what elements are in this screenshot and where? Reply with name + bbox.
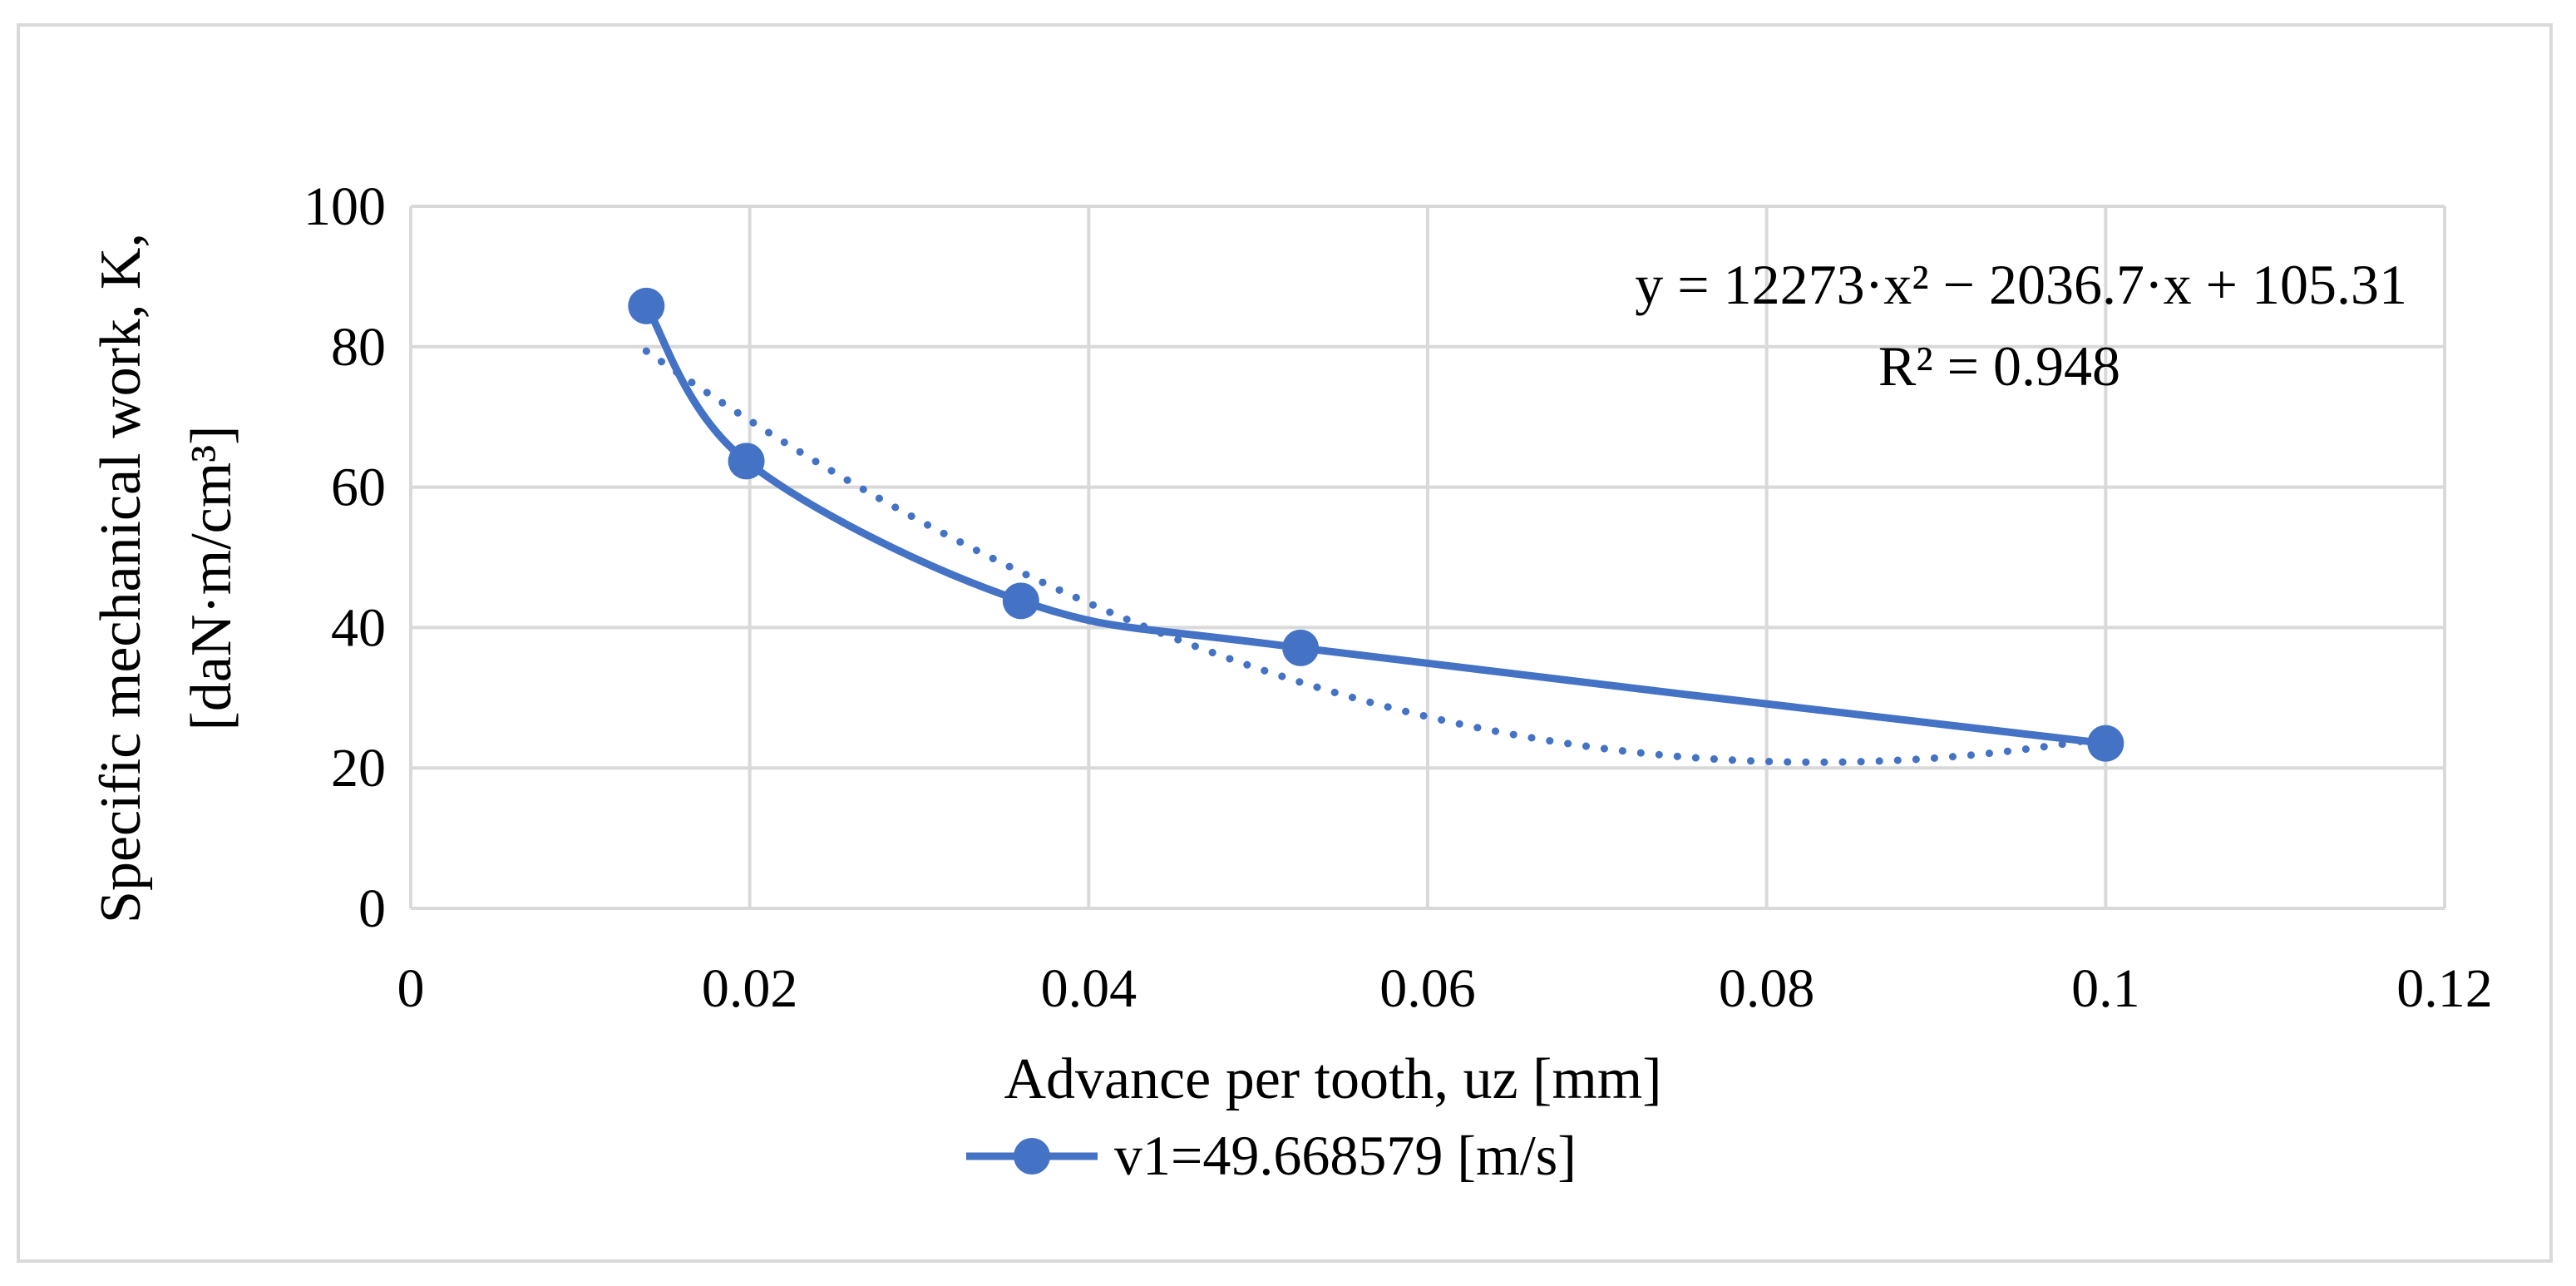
x-tick-label: 0.04 [1041, 958, 1137, 1019]
trendline-r-squared: R² = 0.948 [1878, 334, 2120, 398]
legend: v1=49.668579 [m/s] [966, 1124, 1577, 1187]
data-point [2087, 725, 2124, 762]
y-tick-label: 0 [358, 878, 386, 939]
legend-label: v1=49.668579 [m/s] [1114, 1124, 1577, 1187]
x-tick-label: 0.08 [1719, 958, 1815, 1019]
data-point [728, 443, 765, 480]
tick-labels: 0 20 40 60 80 100 0 0.02 0.04 0.06 0.08 0.1 0.12 [303, 176, 2493, 1019]
x-tick-label: 0.02 [702, 958, 798, 1019]
data-point [1282, 629, 1320, 666]
series-layer [628, 287, 2124, 766]
data-point [628, 287, 665, 324]
y-tick-label: 40 [331, 597, 386, 658]
y-tick-label: 80 [331, 317, 386, 378]
plot-area [409, 206, 2445, 910]
y-tick-label: 60 [331, 458, 386, 518]
y-tick-label: 20 [331, 738, 386, 799]
x-tick-label: 0.06 [1379, 958, 1476, 1019]
y-tick-label: 100 [303, 176, 386, 237]
y-axis-title-line2: [daN·m/cm³] [180, 426, 244, 731]
legend-marker [1014, 1138, 1050, 1175]
data-point [1002, 582, 1039, 620]
y-axis-title-line1: Specific mechanical work, K, [89, 233, 153, 923]
x-axis-title: Advance per tooth, uz [mm] [1004, 1047, 1661, 1111]
x-tick-label: 0.12 [2396, 958, 2493, 1019]
trendline [642, 347, 2110, 766]
trendline-equation: y = 12273·x² − 2036.7·x + 105.31 [1635, 253, 2407, 316]
x-tick-label: 0.1 [2071, 958, 2140, 1019]
x-tick-label: 0 [397, 958, 425, 1019]
